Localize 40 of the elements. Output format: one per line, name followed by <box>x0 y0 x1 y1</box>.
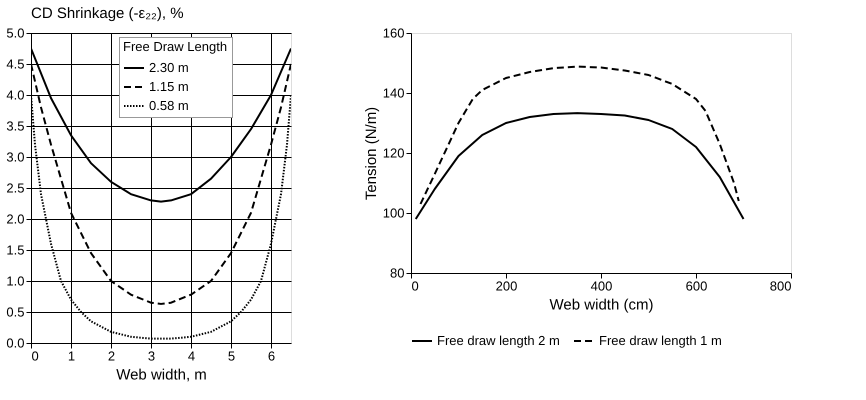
x-tick-label: 6 <box>268 348 276 364</box>
x-tick-label: 5 <box>228 348 236 364</box>
legend-label: Free draw length 1 m <box>599 333 722 348</box>
x-axis-title: Web width, m <box>116 366 207 384</box>
legend-title: Free Draw Length <box>123 39 228 54</box>
x-tick-label: 400 <box>590 278 612 294</box>
y-tick-label: 1.0 <box>6 274 24 288</box>
x-tick-label: 800 <box>770 278 792 294</box>
legend-label: 1.15 m <box>149 79 189 94</box>
legend-label: Free draw length 2 m <box>437 333 560 348</box>
y-tick-label: 160 <box>382 26 404 40</box>
y-tick-label: 0.0 <box>6 336 24 350</box>
y-tick-label: 120 <box>382 146 404 160</box>
y-tick-label: 140 <box>382 86 404 100</box>
legend-label: 0.58 m <box>149 98 189 113</box>
chart-title: CD Shrinkage (-ε₂₂), % <box>31 5 184 22</box>
y-axis-title: Tension (N/m) <box>362 106 380 200</box>
y-tick-label: 0.5 <box>6 304 24 320</box>
x-tick-label: 0 <box>412 278 419 294</box>
x-tick-label: 600 <box>686 278 708 294</box>
x-tick-label: 0 <box>32 348 39 364</box>
legend-label: 2.30 m <box>149 60 189 75</box>
y-tick-label: 80 <box>390 266 404 280</box>
x-tick-label: 200 <box>496 278 518 294</box>
y-tick-label: 4.5 <box>6 56 24 72</box>
y-tick-label: 4.0 <box>6 88 24 102</box>
y-tick-label: 5.0 <box>6 26 24 40</box>
y-tick-label: 3.5 <box>6 118 24 134</box>
y-tick-label: 2.5 <box>6 180 24 196</box>
x-axis-title: Web width (cm) <box>550 296 654 314</box>
line-series <box>420 66 740 205</box>
y-tick-label: 2.0 <box>6 212 24 226</box>
x-tick-label: 4 <box>188 348 196 364</box>
x-tick-label: 1 <box>68 348 76 364</box>
y-tick-label: 3.0 <box>6 150 24 164</box>
line-series <box>414 112 744 220</box>
y-tick-label: 1.5 <box>6 242 24 258</box>
y-tick-label: 100 <box>382 206 404 220</box>
x-tick-label: 3 <box>148 348 156 364</box>
x-tick-label: 2 <box>108 348 116 364</box>
